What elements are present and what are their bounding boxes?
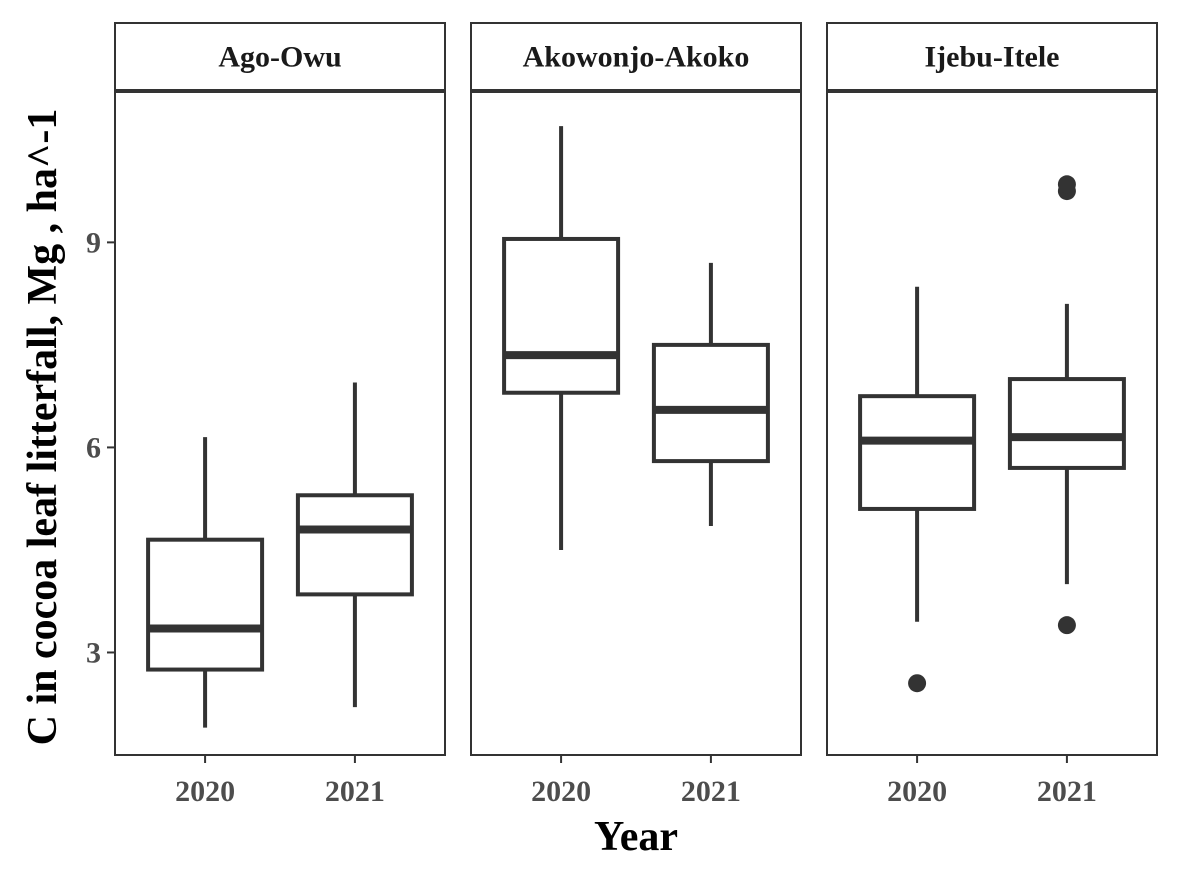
box-2020 [146, 437, 265, 728]
box-iqr [651, 342, 770, 464]
box-iqr [858, 394, 977, 511]
y-tick-label: 9 [86, 226, 101, 259]
x-tick-label: 2020 [887, 775, 947, 808]
x-tick-label: 2021 [325, 775, 385, 808]
facet-strip [470, 22, 802, 91]
facet-strip [114, 22, 446, 91]
x-axis-title: Year [594, 814, 678, 860]
outlier-point [1057, 175, 1076, 194]
box-2020 [858, 286, 977, 693]
box-iqr [1007, 377, 1126, 470]
y-tick-label: 3 [86, 636, 101, 669]
y-axis: 3 6 9 [86, 226, 115, 669]
y-axis-title: C in cocoa leaf litterfall, Mg , ha^-1 [20, 109, 66, 746]
y-tick-label: 6 [86, 431, 101, 464]
outlier-point [1057, 616, 1076, 635]
facet-strip-label: Ago-Owu [218, 41, 341, 74]
x-tick-label: 2020 [531, 775, 591, 808]
x-tick-label: 2021 [681, 775, 741, 808]
x-tick-label: 2021 [1037, 775, 1097, 808]
box-iqr [146, 537, 265, 672]
panel-akowonjo-akoko: Akowonjo-Akoko 2020 2021 [470, 22, 802, 808]
box-iqr [295, 493, 414, 597]
box-iqr [502, 236, 621, 395]
box-2020 [502, 126, 621, 550]
box-2021 [651, 262, 770, 527]
box-2021 [295, 382, 414, 708]
panel-ago-owu: Ago-Owu 2020 2021 [114, 22, 446, 808]
facet-strip-label: Ijebu-Itele [925, 41, 1060, 74]
box-2021 [1007, 175, 1126, 635]
outlier-point [908, 674, 927, 693]
facet-strip [826, 22, 1158, 91]
x-tick-label: 2020 [175, 775, 235, 808]
facet-strip-label: Akowonjo-Akoko [523, 41, 750, 74]
panel-ijebu-itele: Ijebu-Itele 2020 2021 [826, 22, 1158, 808]
